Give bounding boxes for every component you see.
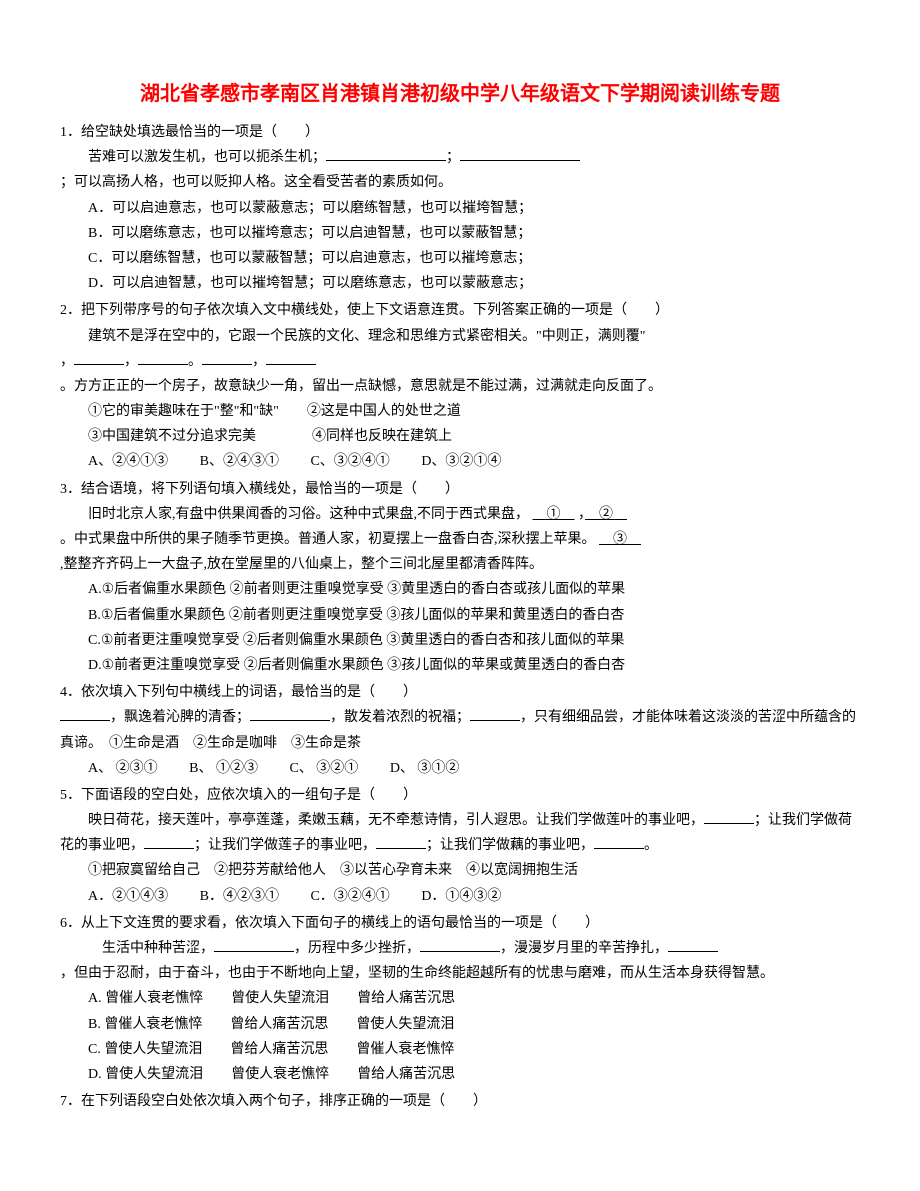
- q2-sep: ，: [60, 354, 74, 369]
- q1-line2: ；可以高扬人格，也可以贬抑人格。这全看受苦者的素质如何。: [60, 170, 860, 195]
- q6-opt-d: D. 曾使人失望流泪 曾使人衰老憔悴 曾给人痛苦沉思: [60, 1062, 860, 1087]
- blank: [214, 938, 294, 952]
- q1-opt-d: D．可以启迪智慧，也可以摧垮智慧；可以磨练意志，也可以蒙蔽意志；: [60, 271, 860, 296]
- q3-line3: ,整整齐齐码上一大盘子,放在堂屋里的八仙桌上，整个三间北屋里都清香阵阵。: [60, 552, 860, 577]
- q6-opt-a: A. 曾催人衰老憔悴 曾使人失望流泪 曾给人痛苦沉思: [60, 986, 860, 1011]
- q1-stem: 1．给空缺处填选最恰当的一项是（ ）: [60, 120, 860, 145]
- question-7: 7．在下列语段空白处依次填入两个句子，排序正确的一项是（ ）: [60, 1089, 860, 1114]
- question-4: 4．依次填入下列句中横线上的词语，最恰当的是（ ） ，飘逸着沁脾的清香； ，散发着…: [60, 680, 860, 781]
- blank: [470, 707, 520, 721]
- q3-circ1: ①: [533, 507, 575, 522]
- q5-body: 映日荷花，接天莲叶，亭亭莲蓬，柔嫩玉藕，无不牵惹诗情，引人遐思。让我们学做莲叶的…: [60, 808, 860, 858]
- question-5: 5．下面语段的空白处，应依次填入的一组句子是（ ） 映日荷花，接天莲叶，亭亭莲蓬…: [60, 783, 860, 909]
- blank: [376, 835, 426, 849]
- blank: [138, 351, 188, 365]
- q5-options: A．②①④③ B．④②③① C．③②④① D．①④③②: [60, 884, 860, 909]
- q5-stem: 5．下面语段的空白处，应依次填入的一组句子是（ ）: [60, 783, 860, 808]
- q5-opt-d: D．①④③②: [421, 884, 501, 909]
- q3-opt-b: B.①后者偏重水果颜色 ②前者则更注重嗅觉享受 ③孩儿面似的苹果和黄里透白的香白…: [60, 603, 860, 628]
- question-6: 6．从上下文连贯的要求看，依次填入下面句子的横线上的语句最恰当的一项是（ ） 生…: [60, 911, 860, 1087]
- q4-opt-c: C、 ③②①: [289, 756, 358, 781]
- q6-stem: 6．从上下文连贯的要求看，依次填入下面句子的横线上的语句最恰当的一项是（ ）: [60, 911, 860, 936]
- q7-stem: 7．在下列语段空白处依次填入两个句子，排序正确的一项是（ ）: [60, 1089, 860, 1114]
- q2-opts2: ③中国建筑不过分追求完美 ④同样也反映在建筑上: [60, 424, 860, 449]
- q5-opt-b: B．④②③①: [200, 884, 279, 909]
- q2-line3: 。方方正正的一个房子，故意缺少一角，留出一点缺憾，意思就是不能过满，过满就走向反…: [60, 374, 860, 399]
- q4-body: ，飘逸着沁脾的清香；，散发着浓烈的祝福；，只有细细品尝，才能体味着这淡淡的苦涩中…: [60, 705, 860, 755]
- q1-opt-b: B．可以磨练意志，也可以摧垮意志；可以启迪智慧，也可以蒙蔽智慧；: [60, 221, 860, 246]
- q3-opt-d: D.①前者更注重嗅觉享受 ②后者则偏重水果颜色 ③孩儿面似的苹果或黄里透白的香白…: [60, 653, 860, 678]
- q6-opt-b: B. 曾催人衰老憔悴 曾给人痛苦沉思 曾使人失望流泪: [60, 1012, 860, 1037]
- blank: [144, 835, 194, 849]
- q5-text5: 。: [644, 838, 658, 853]
- q3-line2: 。中式果盘中所供的果子随季节更换。普通人家，初夏摆上一盘香白杏,深秋摆上苹果。 …: [60, 527, 860, 552]
- q2-opt-c: C、③②④①: [310, 449, 389, 474]
- q2-opt-d: D、③②①④: [421, 449, 501, 474]
- blank: [326, 147, 446, 161]
- blank: [266, 351, 316, 365]
- q3-body: 旧时北京人家,有盘中供果闻香的习俗。这种中式果盘,不同于西式果盘， ① ， ②: [60, 502, 860, 527]
- q3-stem: 3．结合语境，将下列语句填入横线处，最恰当的一项是（ ）: [60, 477, 860, 502]
- q5-opt-a: A．②①④③: [88, 884, 168, 909]
- q1-text1: 苦难可以激发生机，也可以扼杀生机；: [88, 150, 326, 165]
- q6-text3: ，漫漫岁月里的辛苦挣扎，: [500, 941, 668, 956]
- question-2: 2．把下列带序号的句子依次填入文中横线处，使上下文语意连贯。下列答案正确的一项是…: [60, 298, 860, 474]
- q2-opt-b: B、②④③①: [200, 449, 279, 474]
- q3-text1: 旧时北京人家,有盘中供果闻香的习俗。这种中式果盘,不同于西式果盘，: [88, 507, 529, 522]
- q6-text1: 生活中种种苦涩，: [102, 941, 214, 956]
- q3-opt-c: C.①前者更注重嗅觉享受 ②后者则偏重水果颜色 ③黄里透白的香白杏和孩儿面似的苹…: [60, 628, 860, 653]
- q4-text1: ，飘逸着沁脾的清香；: [110, 710, 250, 725]
- blank: [250, 707, 330, 721]
- q4-options: A、 ②③① B、 ①②③ C、 ③②① D、 ③①②: [60, 756, 860, 781]
- q6-opt-c: C. 曾使人失望流泪 曾给人痛苦沉思 曾催人衰老憔悴: [60, 1037, 860, 1062]
- blank: [704, 810, 754, 824]
- q6-body2: ，但由于忍耐，由于奋斗，也由于不断地向上望，坚韧的生命终能超越所有的忧患与磨难，…: [60, 961, 860, 986]
- question-3: 3．结合语境，将下列语句填入横线处，最恰当的一项是（ ） 旧时北京人家,有盘中供…: [60, 477, 860, 679]
- q5-text3: ；让我们学做莲子的事业吧，: [194, 838, 376, 853]
- q2-blanks: ，，。，: [60, 349, 860, 374]
- q3-sep: ，: [575, 507, 586, 522]
- q4-opt-a: A、 ②③①: [88, 756, 158, 781]
- q1-line1: 苦难可以激发生机，也可以扼杀生机；；: [60, 145, 860, 170]
- blank: [460, 147, 580, 161]
- q2-options: A、②④①③ B、②④③① C、③②④① D、③②①④: [60, 449, 860, 474]
- q3-circ2: ②: [585, 507, 627, 522]
- q1-opt-a: A．可以启迪意志，也可以蒙蔽意志；可以磨练智慧，也可以摧垮智慧；: [60, 196, 860, 221]
- q4-stem: 4．依次填入下列句中横线上的词语，最恰当的是（ ）: [60, 680, 860, 705]
- blank: [60, 707, 110, 721]
- blank: [420, 938, 500, 952]
- blank: [594, 835, 644, 849]
- q5-opts: ①把寂寞留给自己 ②把芬芳献给他人 ③以苦心孕育未来 ④以宽阔拥抱生活: [60, 858, 860, 883]
- blank: [74, 351, 124, 365]
- q4-opt-b: B、 ①②③: [189, 756, 258, 781]
- q1-opt-c: C．可以磨练智慧，也可以蒙蔽智慧；可以启迪意志，也可以摧垮意志；: [60, 246, 860, 271]
- blank: [668, 938, 718, 952]
- question-1: 1．给空缺处填选最恰当的一项是（ ） 苦难可以激发生机，也可以扼杀生机；； ；可…: [60, 120, 860, 296]
- blank: [202, 351, 252, 365]
- q5-text1: 映日荷花，接天莲叶，亭亭莲蓬，柔嫩玉藕，无不牵惹诗情，引人遐思。让我们学做莲叶的…: [88, 813, 704, 828]
- q2-opt-a: A、②④①③: [88, 449, 168, 474]
- q2-stem: 2．把下列带序号的句子依次填入文中横线处，使上下文语意连贯。下列答案正确的一项是…: [60, 298, 860, 323]
- q4-text2: ，散发着浓烈的祝福；: [330, 710, 470, 725]
- q6-text2: ，历程中多少挫折，: [294, 941, 420, 956]
- q2-line1: 建筑不是浮在空中的，它跟一个民族的文化、理念和思维方式紧密相关。"中则正，满则覆…: [60, 324, 860, 349]
- q6-body1: 生活中种种苦涩， ，历程中多少挫折， ，漫漫岁月里的辛苦挣扎，: [60, 936, 860, 961]
- q2-opts1: ①它的审美趣味在于"整"和"缺" ②这是中国人的处世之道: [60, 399, 860, 424]
- document-title: 湖北省孝感市孝南区肖港镇肖港初级中学八年级语文下学期阅读训练专题: [60, 80, 860, 108]
- q3-opt-a: A.①后者偏重水果颜色 ②前者则更注重嗅觉享受 ③黄里透白的香白杏或孩儿面似的苹…: [60, 577, 860, 602]
- q5-opt-c: C．③②④①: [310, 884, 389, 909]
- q3-circ3: ③: [599, 532, 641, 547]
- q5-text4: ；让我们学做藕的事业吧，: [426, 838, 594, 853]
- q3-text2: 。中式果盘中所供的果子随季节更换。普通人家，初夏摆上一盘香白杏,深秋摆上苹果。: [60, 532, 596, 547]
- q4-opt-d: D、 ③①②: [390, 756, 460, 781]
